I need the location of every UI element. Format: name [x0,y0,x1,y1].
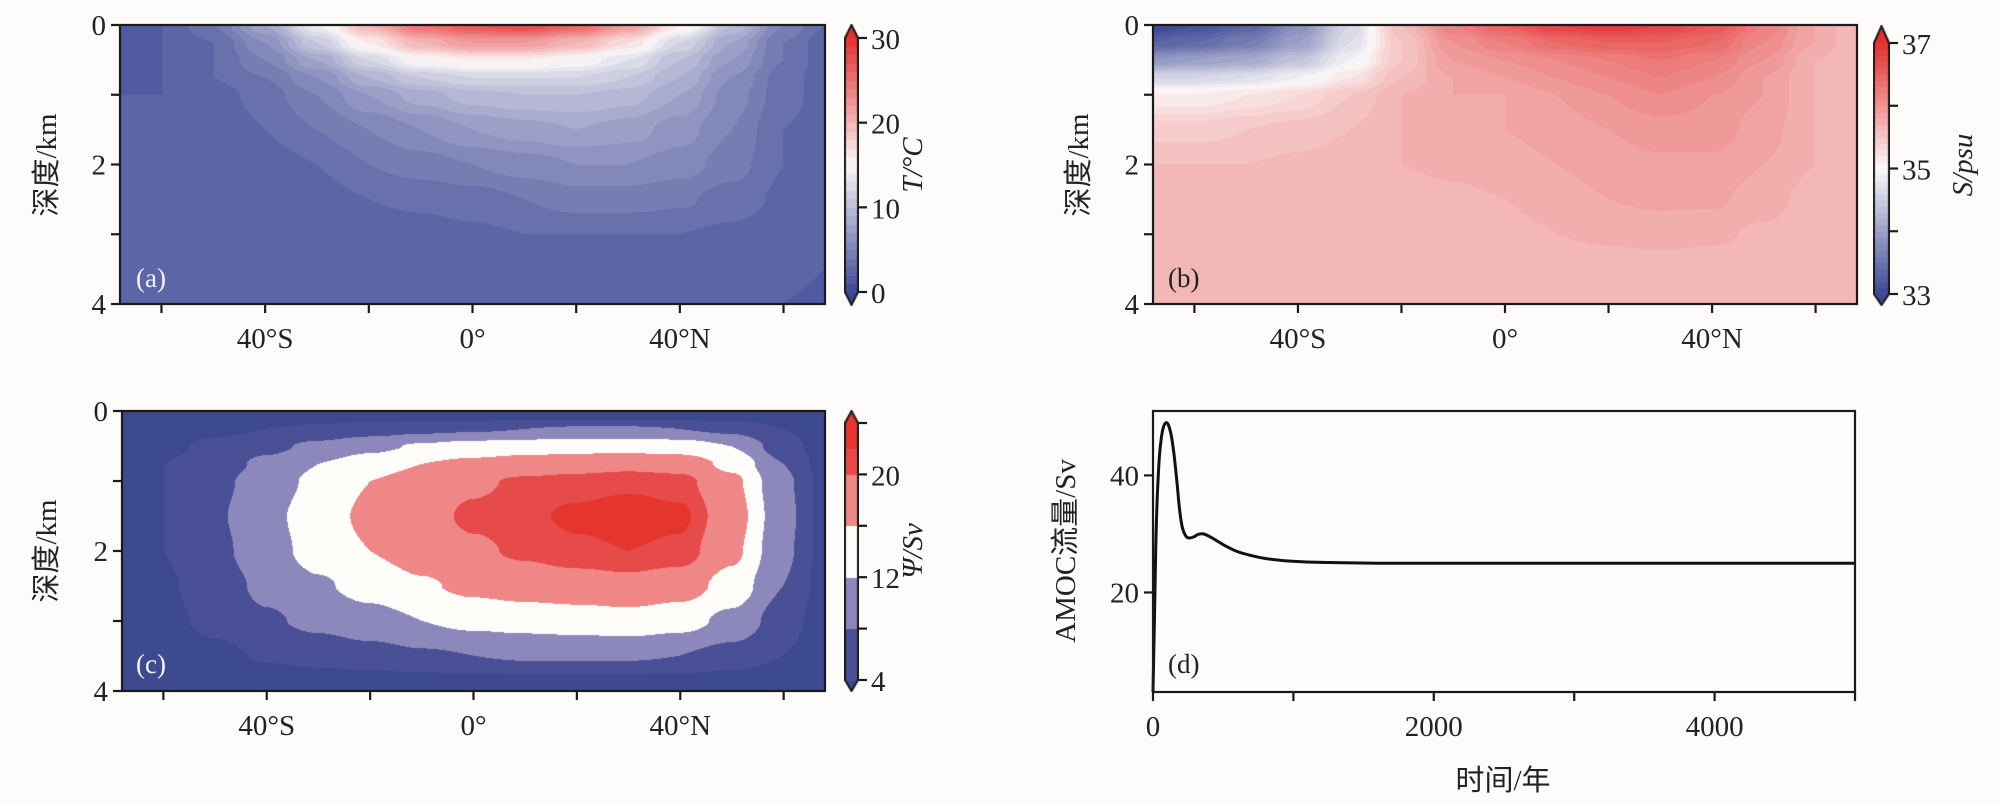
panel-b-axes: 40°S 0° 40°N 0 2 4 33 35 37 [1125,10,1932,355]
panel-a-ylabel: 深度/km [30,113,63,217]
plot-frame [1151,23,1859,306]
panel-c-axes: 40°S 0° 40°N 0 2 4 4 12 20 [94,396,901,742]
y-tick-label: 4 [1125,289,1140,321]
panel-c-colorbar [844,410,859,692]
x-tick-label: 40°S [237,323,294,355]
x-tick-label: 4000 [1686,711,1744,743]
panel-d-axes: 0 2000 4000 20 40 [1110,409,1857,743]
x-tick-label: 0° [459,323,485,355]
panel-a-axes: 40°S 0° 40°N 0 2 4 0 10 20 30 [92,10,901,355]
y-tick-label: 2 [92,150,107,182]
panel-c-streamfunction-field [122,411,825,691]
panel-d-xlabel: 时间/年 [1455,764,1550,797]
panel-b-colorbar-label: S/psu [1947,134,1979,197]
y-tick-label: 40 [1110,460,1139,492]
panel-b-salinity-field [1153,25,1857,304]
x-tick-label: 40°N [1681,323,1743,355]
y-tick-label: 4 [92,289,107,321]
x-tick-label: 0° [460,710,486,742]
y-tick-label: 2 [94,536,109,568]
colorbar-tick-label: 30 [871,24,900,56]
panel-b-tag: (b) [1168,263,1199,293]
colorbar-tick-label: 37 [1902,29,1931,61]
colorbar-tick-label: 35 [1902,155,1931,187]
colorbar-tick-label: 4 [871,666,886,698]
panel-a: (a) 深度/km T/°C 40°S 0° 40°N 0 2 4 0 10 20 30 [30,10,929,355]
panel-d-tag: (d) [1168,649,1199,679]
x-tick-label: 40°S [1270,323,1327,355]
x-tick-label: 40°N [649,710,711,742]
panel-c-colorbar-label: Ψ/Sv [897,523,929,579]
panel-c-ylabel: 深度/km [30,499,63,603]
panel-b-ylabel: 深度/km [1062,113,1095,217]
y-tick-label: 20 [1110,577,1139,609]
panel-a-tag: (a) [136,263,166,293]
panel-a-colorbar [844,24,859,306]
colorbar-tick-label: 20 [871,460,900,492]
y-tick-label: 0 [94,396,109,428]
panel-b-colorbar [1873,25,1890,306]
x-tick-label: 0 [1146,711,1161,743]
colorbar-tick-label: 10 [871,193,900,225]
panel-a-colorbar-label: T/°C [897,137,929,193]
colorbar-tick-label: 0 [871,278,886,310]
panel-d-ylabel: AMOC流量/Sv [1049,459,1082,643]
x-tick-label: 40°N [649,323,711,355]
plot-frame [1151,409,1857,694]
panel-b: (b) 深度/km S/psu 40°S 0° 40°N 0 2 4 33 35 37 [1062,10,1979,355]
colorbar-tick-label: 20 [871,109,900,141]
colorbar-tick-label: 33 [1902,280,1931,312]
x-tick-label: 40°S [238,710,295,742]
y-tick-label: 4 [94,676,109,708]
amoc-series-line [1151,421,1855,693]
panel-a-temperature-field [120,25,825,304]
panel-c-tag: (c) [136,649,166,679]
x-tick-label: 0° [1492,323,1518,355]
y-tick-label: 2 [1125,150,1140,182]
y-tick-label: 0 [92,10,107,42]
panel-d: (d) AMOC流量/Sv 时间/年 0 2000 4000 20 40 [1049,409,1857,797]
colorbar-tick-label: 12 [871,563,900,595]
panel-c: (c) 深度/km Ψ/Sv 40°S 0° 40°N 0 2 4 4 12 20 [30,396,929,742]
y-tick-label: 0 [1125,10,1140,42]
plot-frame [120,409,827,693]
plot-frame [118,23,827,306]
x-tick-label: 2000 [1405,711,1463,743]
